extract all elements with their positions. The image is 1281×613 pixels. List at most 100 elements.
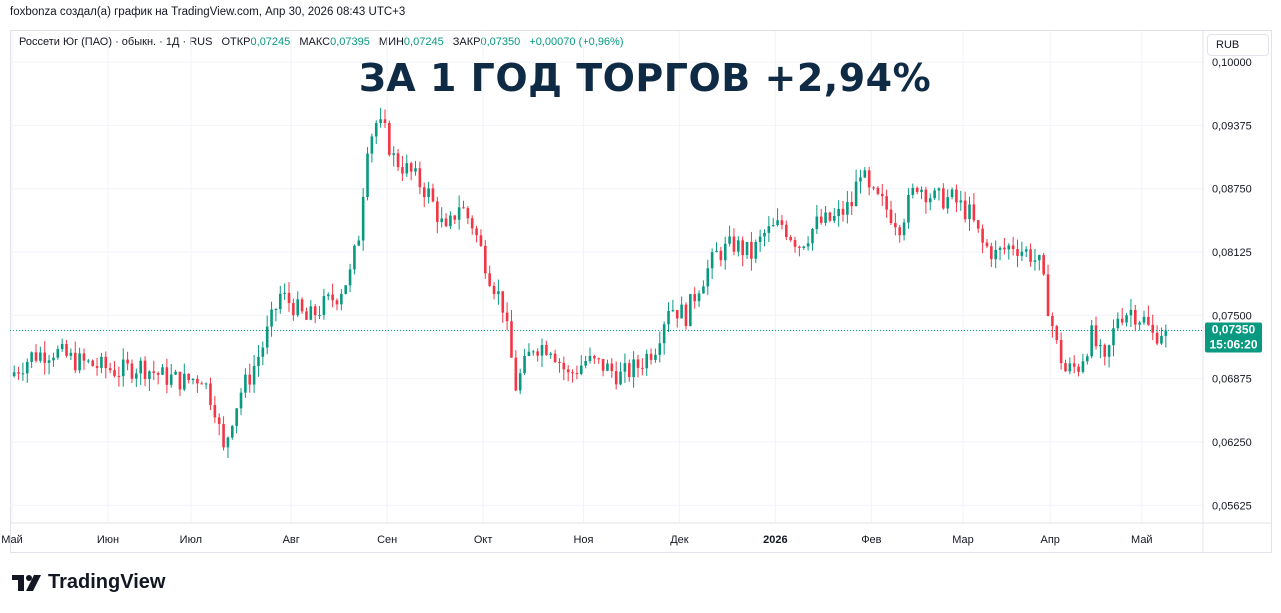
candle-body — [1042, 255, 1045, 275]
candle-body — [353, 245, 356, 270]
x-tick-label: Июл — [180, 534, 202, 546]
candle-body — [183, 373, 186, 390]
candle-body — [518, 373, 522, 391]
candle-body — [30, 352, 33, 362]
x-axis: Май Июн Июл Авг Сен Окт Ноя Дек 2026 Фев Мар Апр Май — [1, 522, 1272, 546]
candle-body — [1138, 322, 1141, 325]
candle-body — [409, 163, 413, 172]
y-tick-label: 0,09375 — [1212, 120, 1252, 132]
candle-body — [213, 405, 217, 418]
high-label: МАКС — [299, 36, 331, 48]
candle-body — [296, 299, 300, 316]
candle-body — [1160, 335, 1163, 344]
tradingview-brand[interactable]: TradingView — [12, 571, 165, 594]
last-price-tag: 0,07350 15:06:20 — [1205, 322, 1262, 353]
candle-body — [340, 293, 343, 305]
x-tick-label: 2026 — [763, 534, 787, 546]
candle-body — [697, 293, 701, 302]
candle-body — [126, 359, 129, 364]
currency-button[interactable]: RUB — [1207, 34, 1269, 56]
candle-body — [593, 355, 596, 359]
candle-body — [1129, 309, 1133, 316]
candle-body — [837, 208, 840, 217]
candle-body — [654, 354, 657, 360]
candle-body — [222, 423, 225, 448]
candle-body — [959, 200, 963, 203]
candle-body — [549, 353, 553, 355]
candle-body — [1147, 316, 1150, 325]
candle-body — [501, 291, 505, 313]
candle-body — [776, 220, 779, 226]
symbol-name: Россети Юг (ПАО) · обыкн. · 1Д · RUS — [19, 36, 213, 48]
candle-body — [575, 373, 579, 375]
candle-body — [1016, 249, 1019, 256]
candle-body — [702, 286, 705, 294]
last-price-tag-bg — [1205, 322, 1262, 353]
x-tick-label: Фев — [861, 534, 881, 546]
candle-body — [370, 136, 374, 154]
candle-body — [357, 240, 361, 246]
candle-body — [898, 227, 902, 236]
candle-body — [841, 208, 845, 215]
candle-body — [911, 187, 915, 195]
candle-body — [230, 425, 234, 438]
candle-body — [1099, 344, 1102, 347]
candle-body — [693, 294, 696, 302]
candle-body — [117, 375, 121, 377]
candle-body — [715, 250, 718, 253]
candle-body — [645, 353, 649, 369]
candle-body — [1116, 318, 1120, 329]
candle-body — [1003, 247, 1006, 250]
candle-body — [924, 189, 928, 203]
candle-body — [824, 212, 827, 223]
candle-body — [187, 373, 190, 381]
candle-body — [732, 236, 736, 252]
candle-body — [880, 193, 884, 197]
candle-body — [553, 353, 557, 362]
candle-body — [531, 351, 535, 353]
candle-body — [169, 374, 173, 385]
candle-body — [21, 373, 25, 375]
candle-body — [798, 246, 801, 248]
candle-body — [265, 326, 269, 348]
candle-body — [17, 372, 20, 374]
candle-body — [627, 363, 631, 378]
candle-body — [488, 273, 491, 286]
candle-body — [907, 194, 910, 223]
candle-body — [379, 119, 382, 124]
candle-body — [523, 355, 526, 374]
candle-body — [1007, 245, 1011, 250]
open-label: ОТКР — [221, 36, 251, 48]
candle-body — [178, 371, 182, 390]
candle-body — [257, 356, 260, 367]
candle-body — [392, 153, 395, 155]
candle-body — [12, 372, 16, 377]
candle-body — [174, 371, 177, 375]
candle-body — [968, 204, 971, 220]
candle-body — [1151, 324, 1155, 333]
open-value: 0,07245 — [250, 36, 291, 48]
brand-name: TradingView — [48, 571, 166, 593]
candle-body — [710, 252, 714, 269]
candle-body — [606, 363, 609, 371]
candle-body — [619, 371, 622, 385]
candle-body — [87, 360, 90, 362]
candle-body — [95, 366, 99, 368]
candle-body — [414, 168, 417, 172]
candle-body — [1125, 315, 1128, 323]
candle-body — [667, 310, 670, 325]
candle-body — [1051, 315, 1054, 327]
candle-body — [244, 374, 247, 393]
candle-body — [859, 177, 862, 182]
candle-body — [950, 189, 954, 198]
candle-body — [928, 198, 932, 203]
candle-body — [34, 352, 38, 361]
candle-body — [614, 371, 618, 385]
candle-body — [937, 188, 941, 191]
candle-body — [305, 311, 308, 320]
x-tick-label: Ноя — [573, 534, 593, 546]
candle-body — [326, 294, 330, 297]
candle-body — [689, 294, 692, 327]
candle-body — [462, 207, 465, 209]
